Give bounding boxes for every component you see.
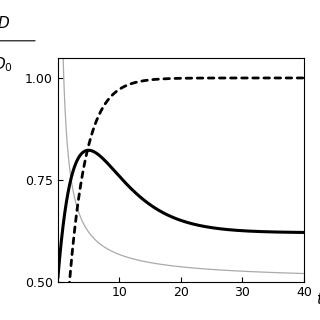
Text: $D_0$: $D_0$ [0, 55, 13, 74]
Text: $D$: $D$ [0, 15, 10, 31]
Text: $t$: $t$ [316, 291, 320, 307]
